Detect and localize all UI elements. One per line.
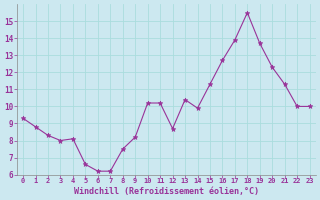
X-axis label: Windchill (Refroidissement éolien,°C): Windchill (Refroidissement éolien,°C) (74, 187, 259, 196)
